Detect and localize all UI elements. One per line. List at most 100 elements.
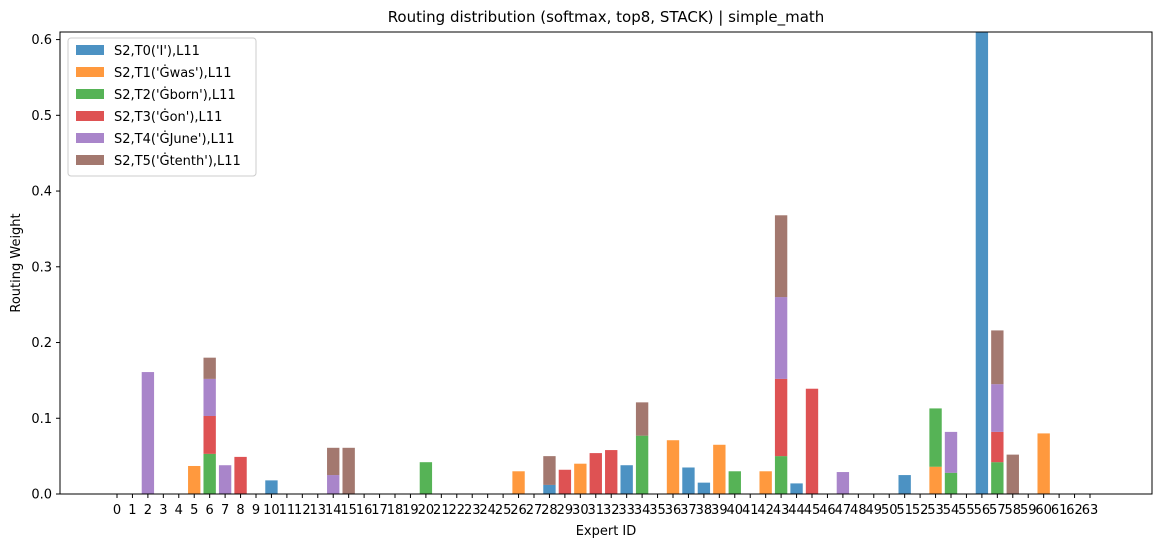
legend-swatch	[76, 133, 104, 143]
x-tick-label: 31	[588, 503, 605, 518]
x-tick-label: 12	[294, 503, 311, 518]
x-axis: 0 1 2 3 4 5 6 7 8 9 101112131415161718192021222324…	[113, 494, 1098, 518]
y-tick-label: 0.2	[31, 336, 52, 351]
x-tick-label: 51	[896, 503, 913, 518]
bar-series0-expert-38	[697, 482, 711, 494]
bar-series0-expert-10	[265, 480, 278, 494]
bar-series0-expert-56	[975, 32, 989, 494]
bar-series2-expert-20	[419, 462, 433, 494]
bar-series0-expert-51	[898, 475, 911, 494]
legend-label: S2,T1('Ġwas'),L11	[114, 64, 232, 81]
legend-label: S2,T2('Ġborn'),L11	[114, 86, 236, 103]
x-tick-label: 36	[665, 503, 682, 518]
x-tick-label: 35	[649, 503, 666, 518]
x-tick-label: 13	[310, 503, 327, 518]
x-tick-label: 37	[680, 503, 697, 518]
bar-series1-expert-36	[666, 440, 680, 494]
x-tick-label: 1	[128, 503, 136, 518]
x-tick-label: 61	[1051, 503, 1068, 518]
bar-series1-expert-5	[188, 465, 201, 494]
x-tick-label: 48	[850, 503, 867, 518]
x-tick-label: 27	[526, 503, 543, 518]
bars-layer	[141, 32, 1050, 494]
x-tick-label: 23	[464, 503, 481, 518]
x-tick-label: 44	[788, 503, 805, 518]
x-tick-label: 63	[1082, 503, 1099, 518]
x-tick-label: 58	[1005, 503, 1022, 518]
bar-series3-expert-8	[234, 456, 247, 494]
legend: S2,T0('I'),L11 S2,T1('Ġwas'),L11 S2,T2('Ġb…	[67, 37, 257, 177]
bar-series5-expert-28	[543, 456, 556, 485]
bar-series4-expert-2	[141, 372, 155, 494]
x-tick-label: 52	[912, 503, 929, 518]
x-tick-label: 21	[433, 503, 450, 518]
y-tick-label: 0.0	[31, 488, 52, 503]
x-tick-label: 2	[144, 503, 152, 518]
x-tick-label: 46	[819, 503, 836, 518]
x-tick-label: 56	[974, 503, 991, 518]
x-tick-label: 7	[221, 503, 229, 518]
legend-swatch	[76, 89, 104, 99]
bar-series1-expert-53	[929, 466, 942, 494]
bar-series5-expert-6	[203, 357, 216, 379]
bar-series5-expert-14	[327, 447, 340, 476]
legend-label: S2,T0('I'),L11	[114, 44, 200, 59]
x-tick-label: 20	[418, 503, 435, 518]
x-tick-label: 17	[371, 503, 388, 518]
x-tick-label: 38	[696, 503, 713, 518]
bar-series3-expert-29	[558, 469, 572, 494]
legend-swatch	[76, 67, 104, 77]
bar-series0-expert-28	[543, 484, 556, 494]
x-tick-label: 42	[757, 503, 774, 518]
bar-series5-expert-43	[774, 215, 788, 298]
bar-series4-expert-6	[203, 378, 216, 416]
bar-series4-expert-47	[836, 472, 850, 494]
bar-series2-expert-43	[774, 456, 788, 494]
x-tick-label: 54	[943, 503, 960, 518]
legend-label: S2,T5('Ġtenth'),L11	[114, 152, 241, 169]
chart-title: Routing distribution (softmax, top8, STA…	[388, 8, 825, 27]
bar-series5-expert-58	[1006, 454, 1019, 494]
bar-series4-expert-57	[991, 384, 1004, 432]
x-tick-label: 30	[572, 503, 589, 518]
x-tick-label: 18	[387, 503, 404, 518]
bar-series1-expert-39	[713, 444, 726, 494]
bar-series2-expert-40	[728, 471, 741, 494]
x-tick-label: 59	[1020, 503, 1037, 518]
x-tick-label: 55	[958, 503, 975, 518]
bar-series3-expert-31	[589, 453, 602, 494]
x-tick-label: 6	[206, 503, 214, 518]
bar-series2-expert-34	[635, 435, 649, 494]
x-tick-label: 62	[1066, 503, 1083, 518]
bar-series2-expert-54	[944, 472, 958, 494]
bar-series3-expert-6	[203, 415, 216, 454]
bar-series3-expert-57	[991, 431, 1004, 463]
y-axis-label: Routing Weight	[9, 213, 24, 312]
bar-series1-expert-30	[574, 463, 587, 494]
bar-series3-expert-45	[805, 388, 819, 494]
x-tick-label: 0	[113, 503, 121, 518]
bar-series5-expert-57	[991, 330, 1004, 385]
bar-series0-expert-37	[682, 467, 695, 494]
x-tick-label: 25	[495, 503, 512, 518]
y-tick-label: 0.1	[31, 412, 52, 427]
bar-series2-expert-6	[203, 453, 216, 494]
bar-series5-expert-34	[635, 402, 649, 436]
x-tick-label: 14	[325, 503, 342, 518]
x-tick-label: 29	[557, 503, 574, 518]
x-tick-label: 34	[634, 503, 651, 518]
legend-label: S2,T4('ĠJune'),L11	[114, 130, 234, 147]
bar-series4-expert-43	[774, 297, 788, 379]
x-tick-label: 60	[1035, 503, 1052, 518]
bar-series0-expert-44	[790, 483, 803, 494]
bar-series3-expert-43	[774, 378, 788, 457]
bar-series5-expert-15	[342, 447, 355, 494]
x-tick-label: 15	[340, 503, 357, 518]
x-tick-label: 19	[402, 503, 419, 518]
y-tick-label: 0.5	[31, 109, 52, 124]
bar-series0-expert-33	[620, 465, 633, 494]
y-tick-label: 0.3	[31, 260, 52, 275]
legend-box	[67, 37, 257, 177]
x-tick-label: 57	[989, 503, 1006, 518]
